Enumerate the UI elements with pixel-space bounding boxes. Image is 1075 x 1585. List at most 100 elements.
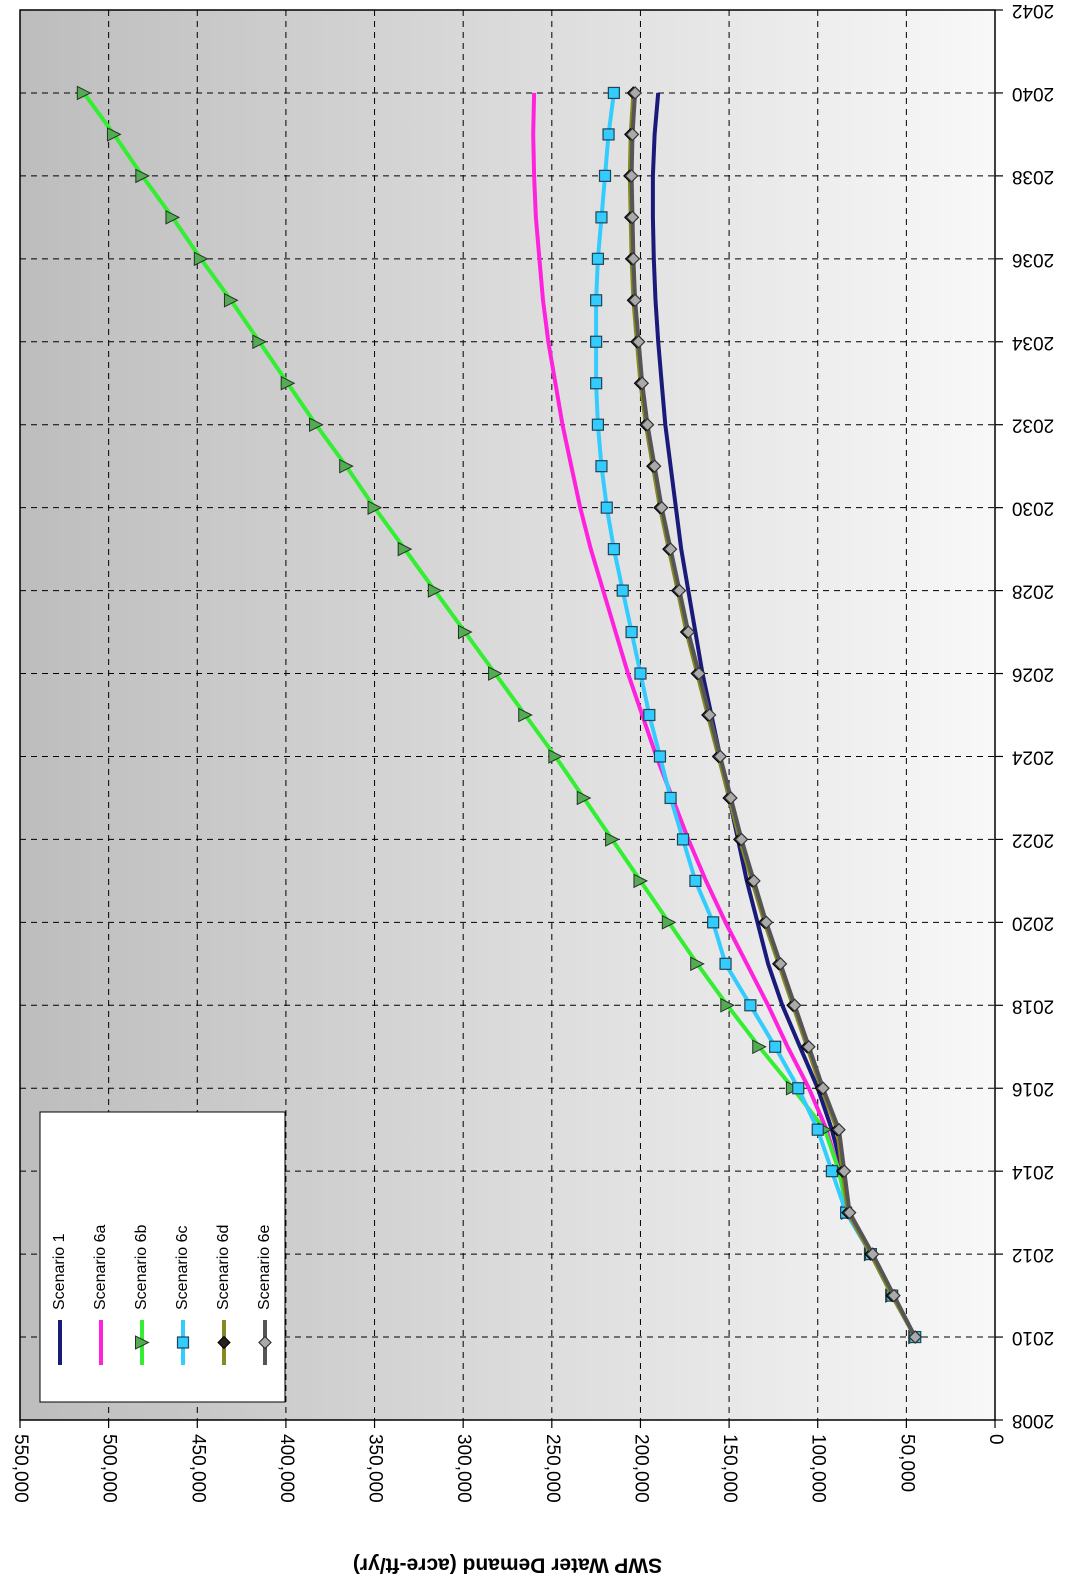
data-point-square bbox=[600, 501, 613, 514]
x-tick-label: 2022 bbox=[1012, 829, 1054, 850]
data-point-square bbox=[176, 1336, 190, 1349]
data-point-diamond bbox=[640, 417, 655, 432]
data-point-triangle bbox=[397, 541, 413, 557]
data-point-triangle bbox=[106, 127, 122, 142]
data-point-triangle bbox=[367, 500, 383, 515]
data-point-diamond bbox=[654, 500, 669, 515]
data-point-diamond bbox=[635, 376, 650, 391]
data-point-square bbox=[591, 252, 605, 265]
data-point-square bbox=[616, 584, 629, 597]
x-tick-label: 2026 bbox=[1012, 664, 1054, 685]
x-tick-label: 2032 bbox=[1012, 415, 1054, 436]
x-tick-label: 2040 bbox=[1012, 83, 1054, 104]
y-tick-label: 400,000 bbox=[276, 1434, 297, 1503]
data-point-square bbox=[653, 750, 667, 763]
series-scenario-6b bbox=[76, 85, 923, 1345]
x-tick-label: 2008 bbox=[1012, 1410, 1054, 1431]
data-point-triangle bbox=[339, 458, 354, 474]
data-point-square bbox=[607, 543, 620, 556]
data-point-square bbox=[792, 1082, 805, 1095]
data-point-triangle bbox=[720, 997, 735, 1013]
y-tick-label: 150,000 bbox=[719, 1434, 740, 1503]
data-point-diamond bbox=[628, 293, 642, 308]
x-tick-label: 2012 bbox=[1012, 1244, 1054, 1265]
legend-label: Scenario 1 bbox=[51, 1233, 68, 1310]
x-tick-label: 2018 bbox=[1012, 995, 1054, 1016]
data-point-square bbox=[595, 460, 608, 473]
data-point-diamond bbox=[724, 791, 738, 805]
data-point-square bbox=[676, 833, 690, 846]
data-point-triangle bbox=[280, 375, 296, 391]
data-point-square bbox=[590, 377, 603, 390]
x-tick-label: 2020 bbox=[1012, 912, 1054, 933]
legend-box bbox=[39, 1111, 286, 1403]
legend-label: Scenario 6b bbox=[133, 1225, 150, 1310]
data-point-triangle bbox=[135, 168, 150, 184]
x-tick-label: 2016 bbox=[1012, 1078, 1054, 1099]
data-point-diamond bbox=[692, 666, 706, 681]
x-tick-label: 2030 bbox=[1012, 498, 1054, 519]
data-point-diamond bbox=[802, 1039, 816, 1054]
y-tick-label: 350,000 bbox=[365, 1434, 386, 1503]
data-point-triangle bbox=[576, 790, 592, 806]
y-tick-label: 250,000 bbox=[542, 1434, 563, 1503]
x-tick-label: 2036 bbox=[1012, 249, 1054, 270]
x-tick-label: 2038 bbox=[1012, 166, 1054, 187]
data-point-triangle bbox=[193, 251, 209, 267]
x-tick-label: 2024 bbox=[1011, 746, 1054, 767]
y-tick-label: 200,000 bbox=[630, 1434, 651, 1503]
y-tick-label: 100,000 bbox=[808, 1434, 829, 1503]
legend-label: Scenario 6e bbox=[256, 1225, 273, 1310]
data-point-triangle bbox=[223, 292, 239, 308]
data-point-square bbox=[707, 916, 720, 929]
data-point-diamond bbox=[713, 749, 728, 764]
data-point-diamond bbox=[631, 334, 646, 349]
data-point-triangle bbox=[518, 707, 533, 723]
data-point-square bbox=[607, 86, 620, 100]
data-point-diamond bbox=[217, 1335, 231, 1350]
data-point-diamond bbox=[681, 625, 696, 639]
data-point-triangle bbox=[661, 915, 677, 930]
data-point-triangle bbox=[252, 334, 267, 350]
legend-label: Scenario 6c bbox=[174, 1226, 191, 1311]
data-point-square bbox=[598, 169, 612, 182]
data-point-diamond bbox=[747, 874, 761, 888]
data-point-diamond bbox=[258, 1335, 272, 1350]
data-point-diamond bbox=[908, 1330, 923, 1344]
data-point-diamond bbox=[842, 1205, 857, 1220]
data-point-square bbox=[643, 708, 656, 722]
data-point-square bbox=[719, 957, 732, 970]
data-point-diamond bbox=[734, 832, 749, 847]
data-point-diamond bbox=[626, 251, 641, 266]
data-point-diamond bbox=[773, 956, 788, 971]
y-tick-label: 300,000 bbox=[453, 1434, 474, 1503]
data-point-triangle bbox=[605, 832, 620, 847]
x-tick-label: 2014 bbox=[1011, 1161, 1054, 1182]
data-point-square bbox=[689, 874, 702, 887]
data-point-diamond bbox=[759, 915, 774, 930]
data-point-square bbox=[744, 999, 757, 1012]
data-point-diamond bbox=[663, 542, 678, 556]
data-point-square bbox=[664, 791, 677, 805]
legend: Scenario 1 Scenario 6a Scenario 6b Scenario… bbox=[39, 1111, 286, 1403]
legend-label: Scenario 6a bbox=[92, 1225, 109, 1310]
data-point-triangle bbox=[488, 666, 503, 681]
data-point-diamond bbox=[628, 86, 642, 100]
data-point-triangle bbox=[690, 956, 705, 972]
y-tick-label: 50,000 bbox=[896, 1434, 917, 1492]
data-point-triangle bbox=[457, 624, 473, 640]
x-tick-label: 2010 bbox=[1012, 1327, 1054, 1348]
data-point-square bbox=[602, 128, 615, 141]
data-point-diamond bbox=[887, 1288, 901, 1303]
data-point-diamond bbox=[832, 1122, 846, 1137]
data-point-triangle bbox=[309, 417, 324, 433]
data-point-triangle bbox=[76, 85, 92, 101]
data-point-square bbox=[595, 211, 608, 224]
data-point-square bbox=[769, 1040, 782, 1053]
data-point-triangle bbox=[165, 210, 181, 225]
legend-label: Scenario 6d bbox=[215, 1225, 232, 1310]
data-point-diamond bbox=[787, 998, 802, 1013]
x-tick-label: 2042 bbox=[1012, 0, 1054, 21]
data-point-diamond bbox=[837, 1164, 852, 1179]
